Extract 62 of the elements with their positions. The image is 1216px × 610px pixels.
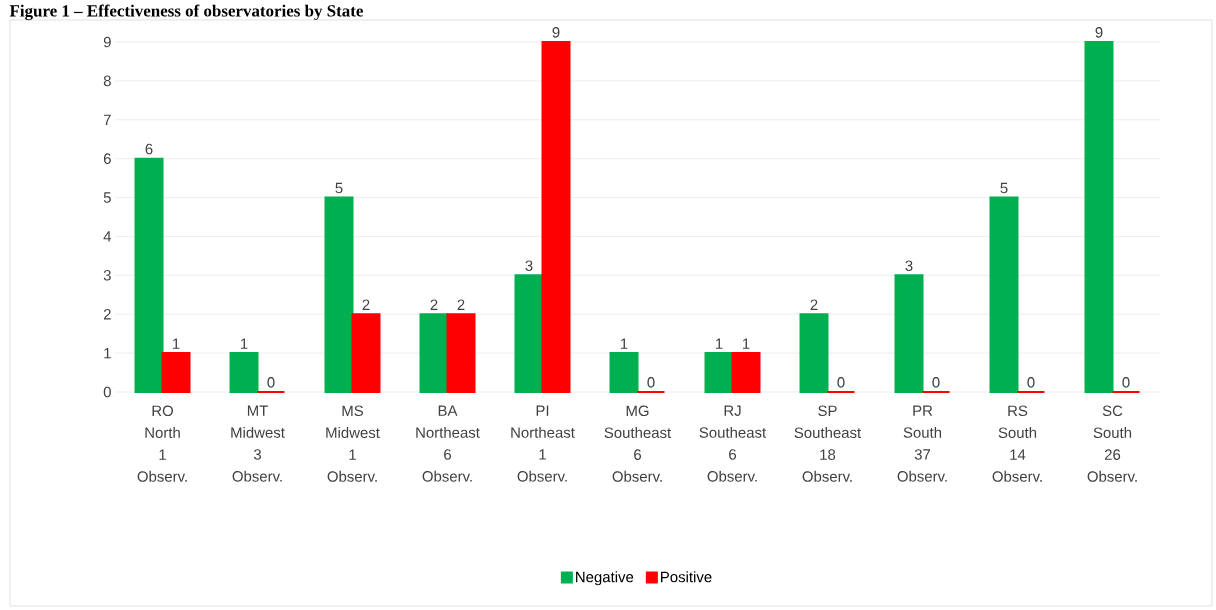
bar [161, 352, 191, 393]
bar [134, 157, 164, 393]
bar [351, 313, 381, 393]
x-tick-label: RJ Southeast 6 Observ. [699, 405, 767, 482]
y-tick-label: 6 [103, 153, 111, 164]
y-tick-label: 2 [103, 308, 111, 320]
bar [229, 352, 259, 393]
data-label: 2 [810, 299, 818, 310]
data-label: 0 [647, 377, 655, 388]
x-tick-label: MG Southeast 6 Observ. [604, 405, 672, 482]
y-tick-label: 1 [104, 347, 111, 359]
data-label: 9 [1095, 27, 1103, 38]
data-label: 2 [362, 299, 370, 310]
bar [609, 352, 639, 393]
data-label: 3 [905, 260, 913, 271]
y-tick-label: 5 [103, 192, 111, 203]
y-tick-label: 3 [103, 270, 111, 281]
bar [446, 313, 476, 393]
data-label: 6 [145, 143, 153, 155]
x-tick-label: SC South 26 Observ. [1087, 405, 1137, 482]
data-label: 2 [457, 299, 465, 310]
y-tick-label: 4 [103, 231, 112, 242]
bar [704, 352, 734, 393]
chart-title: Figure 1 – Effectiveness of observatories by State [9, 4, 363, 21]
x-tick-label: PR South 37 Observ. [897, 405, 947, 482]
x-tick-label: SP Southeast 18 Observ. [794, 405, 862, 482]
bar [731, 352, 761, 393]
legend-label: Negative [576, 571, 634, 586]
bar [419, 313, 449, 393]
bar [324, 196, 354, 393]
data-label: 0 [932, 377, 940, 388]
y-tick-label: 7 [103, 114, 111, 125]
bar [894, 274, 924, 393]
data-label: 5 [1000, 182, 1008, 194]
x-tick-label: MT Midwest 3 Observ. [231, 405, 285, 482]
data-label: 5 [335, 182, 343, 194]
data-label: 9 [552, 27, 560, 38]
legend-label: Positive [661, 571, 712, 583]
data-label: 0 [267, 377, 275, 388]
data-label: 1 [620, 338, 628, 349]
data-label: 1 [742, 338, 750, 349]
bar [514, 274, 544, 393]
x-tick-label: PI Northeast 1 Observ. [511, 405, 575, 482]
x-tick-label: MS Midwest 1 Observ. [326, 405, 380, 482]
data-label: 2 [430, 299, 438, 310]
data-label: 1 [715, 338, 723, 349]
bar [541, 41, 571, 393]
data-label: 1 [173, 338, 180, 349]
data-label: 3 [525, 260, 533, 271]
y-tick-label: 0 [103, 386, 111, 398]
x-tick-label: BA Northeast 6 Observ. [416, 405, 480, 482]
y-tick-label: 9 [103, 36, 111, 48]
x-tick-label: RS South 14 Observ. [992, 405, 1042, 482]
y-tick-label: 8 [103, 75, 111, 87]
bar [1084, 41, 1114, 393]
x-tick-label: RO North 1 Observ. [137, 405, 187, 482]
data-label: 0 [837, 377, 845, 388]
data-label: 1 [240, 338, 248, 349]
data-label: 0 [1122, 377, 1130, 388]
bar [799, 313, 829, 393]
data-label: 0 [1027, 377, 1035, 388]
bar [989, 196, 1019, 393]
